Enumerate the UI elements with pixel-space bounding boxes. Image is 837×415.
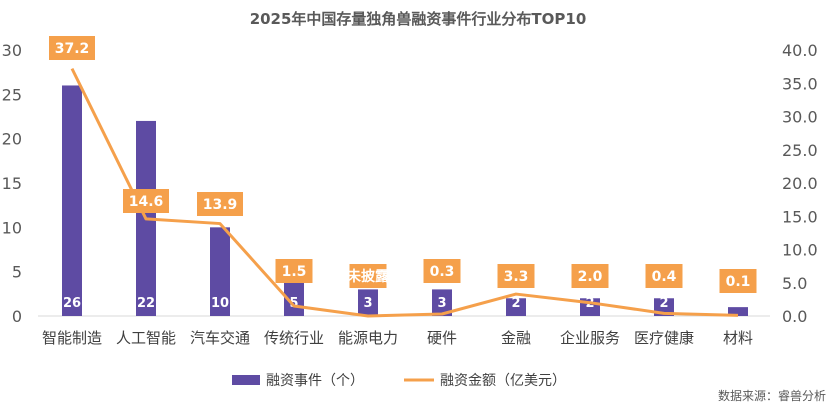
bar-data-label: 26 (63, 296, 81, 311)
category-label: 智能制造 (42, 329, 102, 347)
line-label-text: 0.1 (726, 274, 751, 290)
bar-data-label: 2 (659, 296, 668, 311)
category-label: 人工智能 (116, 329, 176, 347)
line-label-text: 3.3 (504, 269, 529, 285)
bar (210, 227, 230, 316)
bar-data-label: 3 (363, 296, 372, 311)
right-tick-label: 10.0 (782, 241, 818, 260)
right-tick-label: 5.0 (782, 274, 807, 293)
line-label-text: 未披露 (347, 268, 390, 285)
line-label-text: 2.0 (578, 269, 603, 285)
category-label: 材料 (723, 329, 753, 347)
bar-data-label: 3 (437, 296, 446, 311)
left-tick-label: 20 (2, 130, 22, 149)
line-label-text: 37.2 (55, 41, 90, 57)
category-label: 企业服务 (560, 329, 620, 347)
line-data-label: 14.6 (123, 189, 169, 213)
line-data-label: 0.4 (645, 264, 683, 288)
line-series (70, 67, 739, 318)
line-data-label: 0.3 (423, 259, 461, 283)
line-label-box (197, 192, 243, 216)
line-data-label: 2.0 (571, 264, 609, 288)
left-tick-label: 0 (12, 307, 22, 326)
line-label-box (423, 259, 461, 283)
left-tick-label: 15 (2, 174, 22, 193)
right-tick-label: 25.0 (782, 141, 818, 160)
line-label-box (275, 259, 313, 283)
category-label: 汽车交通 (190, 329, 250, 347)
line-data-label: 3.3 (497, 264, 535, 288)
left-tick-label: 10 (2, 218, 22, 237)
line-label-box (571, 264, 609, 288)
legend-item-line: 融资金额（亿美元） (404, 373, 566, 389)
line-label-text: 13.9 (203, 197, 238, 213)
legend-swatch-bar (232, 375, 260, 385)
line-data-label: 未披露 (347, 264, 390, 288)
line-label-box (497, 264, 535, 288)
left-tick-label: 30 (2, 41, 22, 60)
right-tick-label: 20.0 (782, 174, 818, 193)
line-data-label: 1.5 (275, 259, 313, 283)
category-label: 传统行业 (264, 329, 324, 347)
right-tick-label: 0.0 (782, 307, 807, 326)
bar (728, 307, 748, 316)
bar (62, 85, 82, 316)
line-label-text: 14.6 (129, 194, 164, 210)
bar (432, 289, 452, 316)
right-tick-label: 30.0 (782, 108, 818, 127)
bar (358, 289, 378, 316)
left-tick-label: 25 (2, 85, 22, 104)
line-data-label: 13.9 (197, 192, 243, 216)
line-label-box (123, 189, 169, 213)
line-label-text: 0.4 (652, 269, 677, 285)
bar-data-label: 22 (137, 296, 155, 311)
legend-item-bar: 融资事件（个） (232, 373, 364, 389)
chart-title: 2025年中国存量独角兽融资事件行业分布TOP10 (250, 10, 587, 28)
bar-data-label: 2 (511, 296, 520, 311)
right-tick-label: 35.0 (782, 74, 818, 93)
category-label: 硬件 (427, 329, 457, 347)
left-tick-label: 5 (12, 263, 22, 282)
source-note: 数据来源：睿兽分析 (718, 388, 826, 403)
right-tick-label: 15.0 (782, 207, 818, 226)
line-label-box (49, 36, 95, 60)
line-label-text: 0.3 (430, 264, 455, 280)
line-label-box (719, 269, 757, 293)
bar-data-label: 1 (733, 296, 742, 311)
right-tick-label: 40.0 (782, 41, 818, 60)
bar-data-label: 5 (289, 296, 298, 311)
bar (506, 298, 526, 316)
line-data-label: 37.2 (49, 36, 95, 60)
line-data-label: 0.1 (719, 269, 757, 293)
category-label: 能源电力 (338, 329, 398, 347)
category-label: 金融 (501, 329, 531, 347)
line-label-text: 1.5 (282, 264, 307, 280)
legend-label: 融资金额（亿美元） (440, 373, 566, 389)
category-label: 医疗健康 (634, 329, 694, 347)
bar-data-label: 10 (211, 296, 229, 311)
line-label-box (349, 264, 387, 288)
line-label-box (645, 264, 683, 288)
legend-label: 融资事件（个） (266, 373, 364, 389)
